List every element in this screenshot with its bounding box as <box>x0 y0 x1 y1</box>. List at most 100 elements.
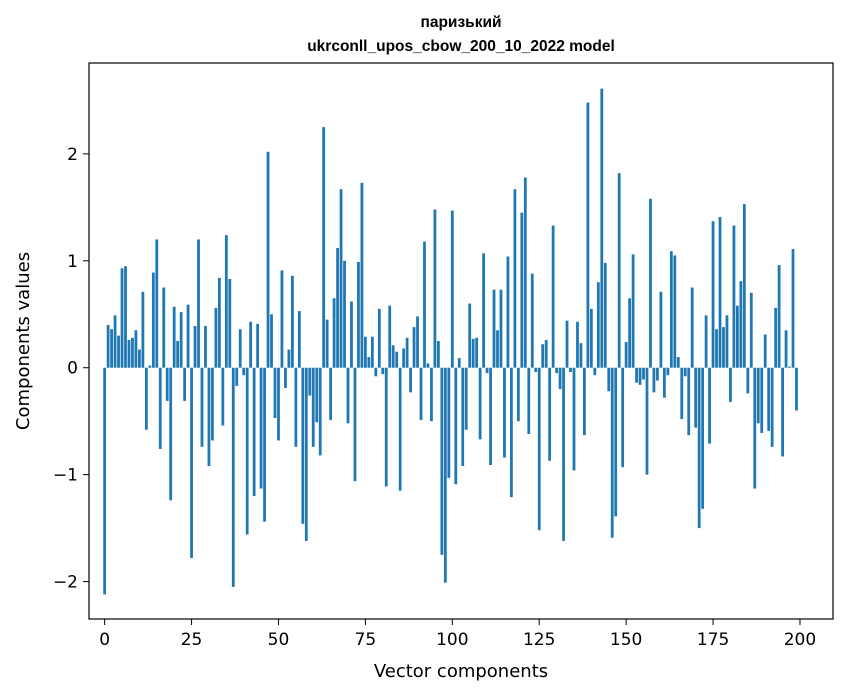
bar <box>555 367 558 374</box>
bar <box>325 319 329 368</box>
bar <box>530 273 534 368</box>
bar <box>419 367 423 421</box>
bar <box>106 324 110 368</box>
bar <box>544 339 548 368</box>
bar <box>711 221 715 368</box>
bar <box>471 338 475 368</box>
bar <box>162 287 166 368</box>
bar <box>197 239 200 368</box>
bar <box>770 367 774 447</box>
bar <box>339 189 343 368</box>
bar <box>503 367 506 458</box>
bar <box>318 367 322 456</box>
bar <box>614 367 618 517</box>
bar <box>214 307 218 368</box>
bar <box>464 367 468 430</box>
bar <box>412 327 416 368</box>
bar <box>662 367 666 398</box>
bars-group <box>103 88 798 595</box>
bar <box>343 260 346 368</box>
bar <box>405 337 409 368</box>
bar <box>541 344 545 368</box>
bar <box>736 305 739 368</box>
bar <box>144 367 148 430</box>
bar <box>534 367 538 373</box>
bar <box>151 272 155 368</box>
bar <box>690 287 694 368</box>
y-axis-label: Components values <box>13 252 34 430</box>
bar <box>562 367 565 541</box>
bar <box>402 348 406 368</box>
bar <box>138 349 141 368</box>
bar <box>656 367 659 381</box>
bar <box>450 210 454 368</box>
bar <box>583 367 586 436</box>
x-axis-ticks: 0 25 50 75 100 125 150 175 200 <box>99 619 816 650</box>
bar <box>165 367 169 401</box>
bar <box>781 367 784 457</box>
bar <box>141 291 145 368</box>
bar <box>190 367 193 559</box>
x-tick-label: 50 <box>268 630 290 650</box>
bar <box>697 367 701 529</box>
y-tick-label: 2 <box>67 145 78 165</box>
x-tick-label: 175 <box>697 630 729 650</box>
bar <box>224 235 228 368</box>
bar <box>742 204 746 368</box>
bar <box>204 326 207 368</box>
bar <box>586 102 590 368</box>
bar <box>753 367 757 489</box>
chart-title-line-1: паризький <box>420 14 501 31</box>
bar <box>548 367 552 461</box>
bar <box>374 367 378 377</box>
y-tick-label: −2 <box>53 573 78 593</box>
bar <box>457 358 461 368</box>
bar <box>148 365 152 368</box>
bar <box>596 282 600 368</box>
bar <box>388 305 392 368</box>
bar <box>461 367 465 467</box>
bar <box>235 367 239 386</box>
bar <box>440 367 444 555</box>
bar <box>294 367 298 447</box>
bar <box>715 329 718 368</box>
bar <box>732 225 736 368</box>
bar <box>492 289 496 368</box>
bar <box>384 367 388 487</box>
bar <box>370 336 374 368</box>
bar <box>377 308 381 368</box>
bar <box>127 339 131 368</box>
bar <box>589 308 593 368</box>
bar <box>576 321 579 368</box>
bar <box>322 127 326 368</box>
bar <box>346 367 350 424</box>
bar <box>788 366 791 368</box>
y-tick-label: 0 <box>67 359 78 379</box>
bar <box>398 367 402 491</box>
bar <box>110 329 113 368</box>
bar <box>701 367 705 509</box>
bar <box>739 281 743 368</box>
y-axis-ticks: −2 −1 0 1 2 <box>53 145 89 593</box>
bar <box>259 367 263 489</box>
bar <box>659 291 663 368</box>
bar <box>245 367 249 535</box>
bar <box>350 301 353 368</box>
bar <box>263 367 266 522</box>
bar <box>169 367 173 501</box>
bar <box>252 367 256 497</box>
bar <box>134 330 138 368</box>
x-tick-label: 0 <box>99 630 110 650</box>
bar <box>131 337 134 368</box>
bar <box>777 265 781 368</box>
bar <box>680 367 684 420</box>
bar <box>256 323 260 368</box>
bar <box>760 367 764 433</box>
bar <box>360 182 364 368</box>
bar <box>103 367 107 595</box>
bar <box>791 249 795 368</box>
bar <box>763 334 767 368</box>
bar <box>516 367 520 422</box>
bar <box>315 367 319 423</box>
bar <box>447 367 451 478</box>
